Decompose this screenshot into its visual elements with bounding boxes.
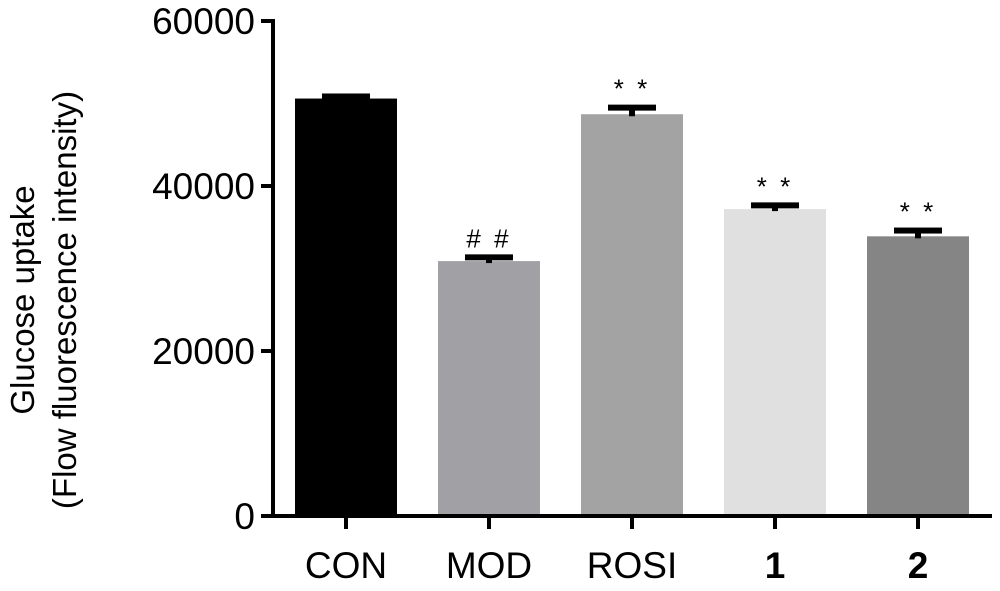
error-bars [322, 93, 942, 264]
y-tick-label: 40000 [152, 166, 255, 207]
x-axis-ticks: CON MOD ROSI 1 2 [305, 516, 928, 586]
error-bar-cap [322, 93, 370, 100]
y-axis-label-line2: (Flow fluorescence intensity) [46, 91, 83, 509]
bar-2 [867, 236, 969, 516]
y-axis-label: Glucose uptake (Flow fluorescence intens… [4, 91, 83, 509]
bars [295, 98, 969, 517]
significance-mark: * * [614, 74, 650, 104]
x-tick-label: 2 [908, 545, 929, 586]
x-tick-label: CON [305, 545, 387, 586]
significance-mark: * * [757, 171, 793, 201]
bar-rosi [581, 114, 683, 516]
x-tick-label: MOD [446, 545, 532, 586]
error-bar-cap [465, 254, 513, 261]
x-tick-label: 1 [765, 545, 786, 586]
bar-1 [724, 209, 826, 516]
bar-con [295, 98, 397, 517]
y-tick-label: 0 [234, 496, 255, 537]
y-axis-ticks: 0 20000 40000 60000 [152, 1, 273, 537]
y-axis-label-line1: Glucose uptake [4, 185, 41, 414]
x-tick-label: ROSI [587, 545, 677, 586]
bar-mod [438, 261, 540, 516]
error-bar-cap [894, 227, 942, 234]
significance-mark: # # [466, 223, 511, 253]
error-bar-cap [608, 104, 656, 111]
y-tick-label: 20000 [152, 331, 255, 372]
significance-mark: * * [900, 197, 936, 227]
significance-annotations: # # * * * * * * [466, 74, 936, 254]
error-bar-cap [751, 202, 799, 209]
y-tick-label: 60000 [152, 1, 255, 42]
